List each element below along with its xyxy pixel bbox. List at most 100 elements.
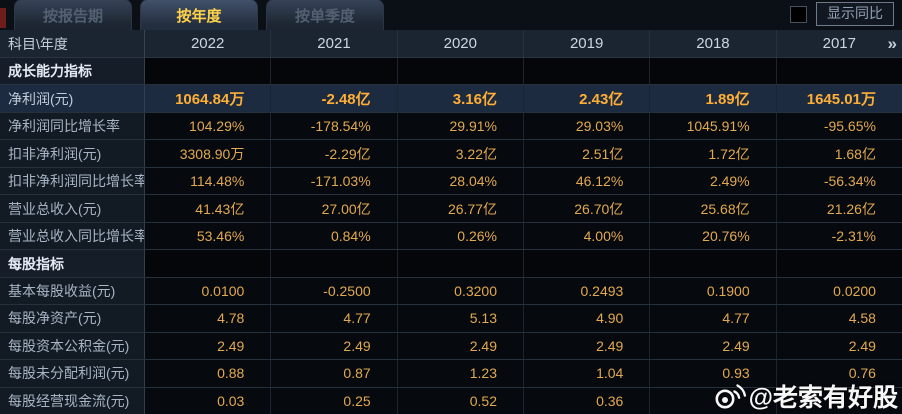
show-yoy-checkbox[interactable]	[790, 5, 807, 23]
cell-value: 114.48%	[145, 167, 272, 195]
year-header-cells: 2022 2021 2020 2019 2018 2017	[145, 30, 902, 57]
cell-value: 3.22亿	[398, 140, 524, 167]
cell-value: -95.65%	[823, 118, 876, 135]
cell-value: -2.29亿	[271, 140, 398, 167]
cell-value: 0.88	[145, 360, 272, 387]
cell-value: 2.49	[524, 332, 651, 360]
tab-single-quarter[interactable]: 按单季度	[266, 0, 384, 30]
year-header-cell: 2017	[822, 35, 856, 52]
cell-value: 2.43亿	[524, 85, 651, 112]
cell-value: 20.76%	[650, 222, 777, 250]
cell-value: 26.70亿	[524, 195, 651, 222]
row-label: 扣非净利润同比增长率	[0, 167, 145, 195]
tab-annual[interactable]: 按年度	[140, 0, 258, 30]
table-row[interactable]: 每股未分配利润(元) 0.88 0.87 1.23 1.04 0.93 0.76	[0, 360, 902, 388]
cell-value: -56.34%	[823, 173, 876, 190]
cell-value	[397, 250, 524, 277]
cell-value	[650, 58, 777, 85]
section-row[interactable]: 成长能力指标	[0, 58, 902, 86]
cell-value: 2.49%	[650, 167, 777, 195]
cell-value	[271, 58, 398, 85]
row-label: 营业总收入同比增长率	[0, 222, 145, 250]
table-row[interactable]: 每股经营现金流(元) 0.03 0.25 0.52 0.36	[0, 387, 902, 414]
table-row[interactable]: 扣非净利润(元) 3308.90万 -2.29亿 3.22亿 2.51亿 1.72亿 1.6…	[0, 140, 902, 168]
cell-value: 5.13	[398, 305, 524, 332]
cell-value: 4.78	[145, 305, 272, 332]
cell-value: 1645.01万	[806, 91, 876, 109]
row-label: 基本每股收益(元)	[0, 277, 145, 305]
cell-value: 1.68亿	[834, 145, 876, 162]
cell-value: 0.52	[398, 387, 524, 414]
table-row[interactable]: 净利润(元) 1064.84万 -2.48亿 3.16亿 2.43亿 1.89亿 1645.…	[0, 85, 902, 113]
table-row[interactable]: 每股净资产(元) 4.78 4.77 5.13 4.90 4.77 4.58	[0, 305, 902, 333]
row-label: 每股经营现金流(元)	[0, 387, 145, 414]
table-row[interactable]: 基本每股收益(元) 0.0100 -0.2500 0.3200 0.2493 0.1900…	[0, 277, 902, 306]
cell-value	[397, 58, 524, 85]
cell-value: 2.49	[145, 332, 272, 360]
show-yoy-control: 显示同比	[790, 2, 902, 30]
left-edge-red-marker	[0, 8, 6, 28]
cell-value: -2.48亿	[271, 85, 398, 112]
cell-value	[650, 387, 777, 414]
cell-value	[523, 250, 651, 277]
table-row[interactable]: 净利润同比增长率 104.29% -178.54% 29.91% 29.03% 1045.…	[0, 112, 902, 141]
more-years-chevron-icon[interactable]: »	[887, 34, 898, 53]
cell-value: 28.04%	[398, 167, 524, 195]
cell-value: 0.0200	[833, 282, 876, 299]
cell-value: 0.2493	[524, 277, 651, 305]
year-header-cell: 2022	[145, 30, 272, 57]
cell-value: 1.89亿	[650, 85, 777, 112]
cell-value: 41.43亿	[145, 195, 272, 222]
cell-value: 0.36	[524, 387, 651, 414]
show-yoy-label[interactable]: 显示同比	[816, 2, 894, 26]
cell-value: 21.26亿	[826, 200, 876, 217]
cell-value	[776, 250, 902, 277]
tab-report-period[interactable]: 按报告期	[14, 0, 132, 30]
table-row[interactable]: 营业总收入(元) 41.43亿 27.00亿 26.77亿 26.70亿 25.68亿 21…	[0, 195, 902, 223]
cell-value: 4.90	[524, 305, 651, 332]
cell-value: 1064.84万	[145, 85, 272, 112]
table-row[interactable]: 每股资本公积金(元) 2.49 2.49 2.49 2.49 2.49 2.49	[0, 332, 902, 361]
row-label: 每股净资产(元)	[0, 305, 145, 332]
cell-value	[145, 250, 272, 277]
cell-value: 4.58	[848, 310, 876, 327]
cell-value: 46.12%	[524, 167, 651, 195]
cell-value: -171.03%	[271, 167, 398, 195]
section-row[interactable]: 每股指标	[0, 250, 902, 278]
cell-value: 0.26%	[398, 222, 524, 250]
cell-value	[145, 58, 272, 85]
table-header-row: 科目\年度 2022 2021 2020 2019 2018 2017 »	[0, 30, 902, 58]
row-label: 每股资本公积金(元)	[0, 332, 145, 360]
cell-value	[777, 388, 902, 414]
cell-value: 3308.90万	[145, 140, 272, 167]
cell-value: 0.3200	[398, 277, 524, 305]
cell-value: 0.93	[650, 360, 777, 387]
cell-value: 53.46%	[145, 222, 272, 250]
year-header-cell: 2021	[271, 30, 398, 57]
cell-value: 29.03%	[524, 112, 651, 140]
row-label: 每股指标	[0, 250, 145, 277]
cell-value: -0.2500	[271, 277, 398, 305]
table-row[interactable]: 扣非净利润同比增长率 114.48% -171.03% 28.04% 46.12% 2.4…	[0, 167, 902, 196]
cell-value: -178.54%	[271, 112, 398, 140]
cell-value	[650, 250, 777, 277]
cell-value: 0.0100	[145, 277, 272, 305]
cell-value	[523, 58, 651, 85]
year-header-cell: 2018	[650, 30, 777, 57]
table-row[interactable]: 营业总收入同比增长率 53.46% 0.84% 0.26% 4.00% 20.76% -2.…	[0, 222, 902, 251]
row-label: 成长能力指标	[0, 58, 145, 85]
row-label: 营业总收入(元)	[0, 195, 145, 222]
cell-value: 3.16亿	[398, 85, 524, 112]
row-label: 扣非净利润(元)	[0, 140, 145, 167]
cell-value: 1.72亿	[650, 140, 777, 167]
cell-value: -2.31%	[831, 228, 876, 245]
corner-header-cell: 科目\年度	[0, 30, 145, 57]
cell-value	[271, 250, 398, 277]
cell-value: 0.25	[271, 387, 398, 414]
cell-value: 0.87	[271, 360, 398, 387]
cell-value: 104.29%	[145, 112, 272, 140]
cell-value: 0.03	[145, 387, 272, 414]
cell-value: 2.51亿	[524, 140, 651, 167]
row-label: 净利润(元)	[0, 85, 145, 112]
